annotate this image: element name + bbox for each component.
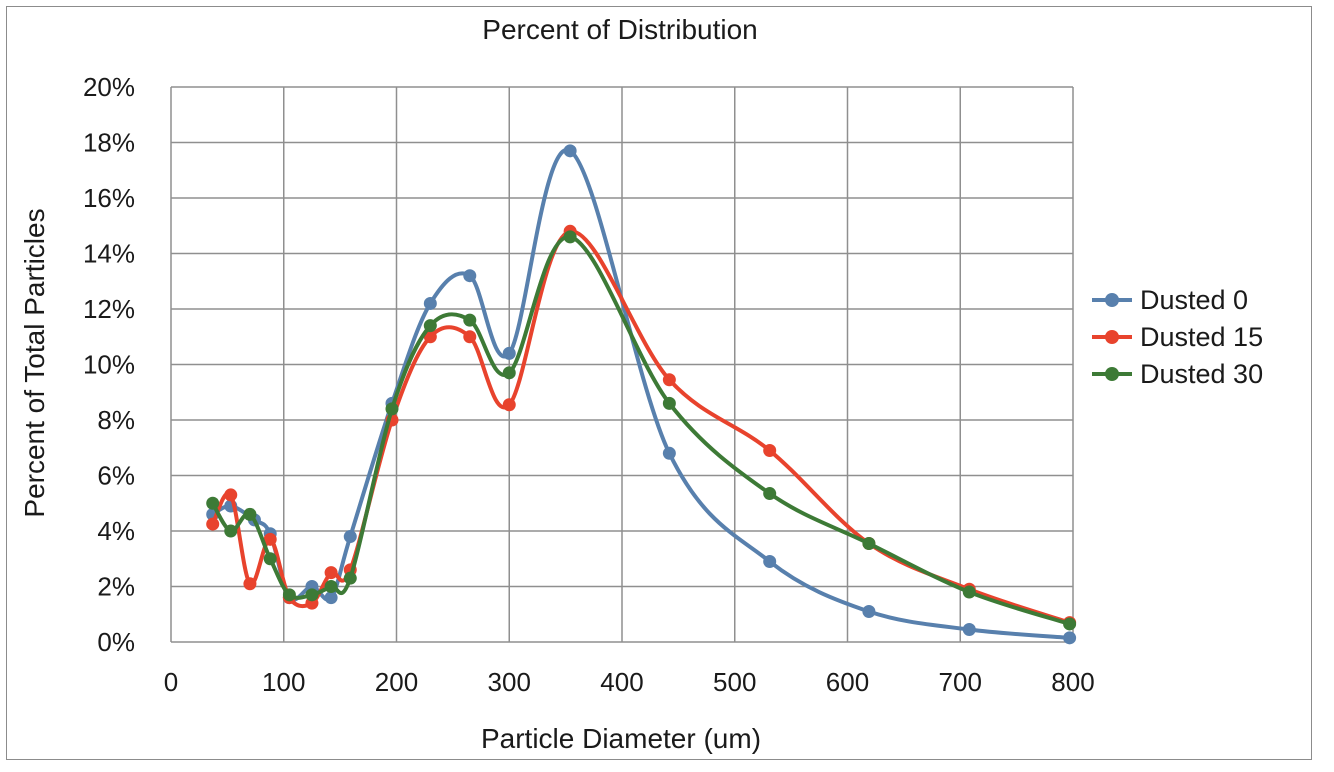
plot-grid <box>170 86 1074 643</box>
legend-item-dusted-15: Dusted 15 <box>1092 322 1263 352</box>
chart-title: Percent of Distribution <box>482 14 757 45</box>
data-point-dusted-30 <box>1063 617 1077 631</box>
data-point-dusted-0 <box>343 530 357 544</box>
legend-item-dusted-30: Dusted 30 <box>1092 359 1263 389</box>
legend-label: Dusted 0 <box>1140 285 1248 315</box>
x-tick-label: 800 <box>1051 667 1094 697</box>
y-tick-label: 6% <box>97 461 135 491</box>
series-layer <box>206 144 1077 645</box>
data-point-dusted-0 <box>763 555 777 569</box>
data-point-dusted-0 <box>962 623 976 637</box>
series-line-dusted-30 <box>210 234 1071 626</box>
data-point-dusted-15 <box>662 373 676 387</box>
y-tick-label: 18% <box>83 128 135 158</box>
x-axis-label: Particle Diameter (um) <box>481 723 761 754</box>
data-point-dusted-15 <box>263 532 277 546</box>
legend-label: Dusted 30 <box>1140 359 1263 389</box>
y-tick-label: 0% <box>97 627 135 657</box>
data-point-dusted-15 <box>423 330 437 344</box>
data-point-dusted-15 <box>763 444 777 458</box>
legend: Dusted 0 Dusted 15 Dusted 30 <box>1092 285 1263 389</box>
y-tick-label: 12% <box>83 294 135 324</box>
data-point-dusted-0 <box>324 591 338 605</box>
data-point-dusted-15 <box>206 517 220 531</box>
y-tick-label: 20% <box>83 72 135 102</box>
data-point-dusted-30 <box>463 313 477 327</box>
data-point-dusted-30 <box>423 319 437 333</box>
data-point-dusted-30 <box>224 524 238 538</box>
series-line-dusted-0 <box>211 148 1070 640</box>
data-point-dusted-15 <box>324 566 338 580</box>
y-tick-label: 16% <box>83 183 135 213</box>
x-tick-label: 400 <box>600 667 643 697</box>
y-axis-label: Percent of Total Particles <box>19 208 50 517</box>
data-point-dusted-15 <box>243 577 257 591</box>
data-point-dusted-0 <box>1063 631 1077 645</box>
y-tick-label: 10% <box>83 350 135 380</box>
legend-item-dusted-0: Dusted 0 <box>1092 285 1248 315</box>
data-point-dusted-30 <box>343 571 357 585</box>
y-tick-label: 4% <box>97 516 135 546</box>
data-point-dusted-30 <box>763 487 777 501</box>
x-tick-label: 300 <box>488 667 531 697</box>
data-point-dusted-30 <box>862 536 876 550</box>
data-point-dusted-30 <box>324 580 338 593</box>
x-axis-ticks: 0 100 200 300 400 500 600 700 800 <box>164 667 1095 697</box>
data-point-dusted-30 <box>385 402 399 416</box>
data-point-dusted-30 <box>305 588 319 602</box>
data-point-dusted-30 <box>206 496 220 510</box>
data-point-dusted-0 <box>563 144 577 158</box>
data-point-dusted-0 <box>662 446 676 460</box>
chart-frame <box>6 6 1312 760</box>
data-point-dusted-0 <box>463 269 477 283</box>
x-tick-label: 0 <box>164 667 178 697</box>
data-point-dusted-30 <box>563 230 577 244</box>
data-point-dusted-30 <box>282 588 296 602</box>
legend-swatch-marker <box>1105 293 1119 307</box>
legend-label: Dusted 15 <box>1140 322 1263 352</box>
y-tick-label: 14% <box>83 239 135 269</box>
data-point-dusted-0 <box>502 346 516 360</box>
series-dusted-30 <box>206 230 1077 631</box>
x-tick-label: 100 <box>262 667 305 697</box>
series-dusted-15 <box>206 224 1077 630</box>
data-point-dusted-30 <box>962 585 976 599</box>
data-point-dusted-30 <box>243 507 257 521</box>
data-point-dusted-0 <box>862 604 876 618</box>
y-tick-label: 2% <box>97 572 135 602</box>
data-point-dusted-30 <box>502 366 516 380</box>
x-tick-label: 600 <box>826 667 869 697</box>
y-axis-ticks: 0% 2% 4% 6% 8% 10% 12% 14% 16% 18% 20% <box>83 72 135 657</box>
x-tick-label: 200 <box>375 667 418 697</box>
legend-swatch-marker <box>1105 330 1119 344</box>
data-point-dusted-0 <box>423 296 437 310</box>
data-point-dusted-30 <box>263 552 277 566</box>
legend-swatch-marker <box>1105 367 1119 381</box>
data-point-dusted-15 <box>502 398 516 412</box>
data-point-dusted-30 <box>662 396 676 410</box>
data-point-dusted-15 <box>463 330 477 344</box>
x-tick-label: 700 <box>939 667 982 697</box>
x-tick-label: 500 <box>713 667 756 697</box>
data-point-dusted-15 <box>224 488 238 502</box>
y-tick-label: 8% <box>97 405 135 435</box>
